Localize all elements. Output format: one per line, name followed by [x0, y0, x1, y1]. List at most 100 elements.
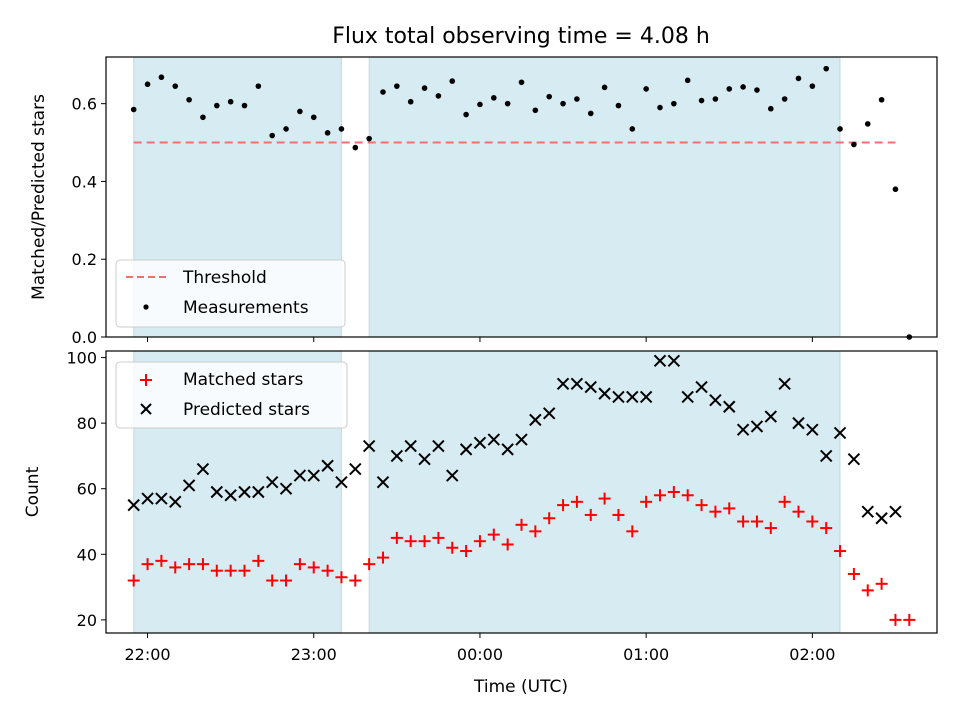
measurement-point — [144, 81, 151, 88]
predicted-star-point — [542, 407, 556, 420]
measurement-point — [768, 105, 774, 112]
predicted-star-point — [612, 390, 625, 404]
matched-star-point — [806, 515, 819, 528]
matched-star-point — [709, 505, 722, 518]
predicted-star-point — [723, 400, 736, 413]
bottom-axes-frame — [105, 350, 938, 634]
measurement-point — [726, 86, 733, 92]
predicted-star-point — [639, 390, 653, 404]
top-y-tick-label: 0.6 — [72, 95, 97, 114]
predicted-star-point — [127, 498, 140, 512]
predicted-star-point — [293, 469, 307, 482]
matched-star-point — [750, 515, 763, 528]
matched-star-point — [820, 522, 833, 535]
measurement-point — [532, 107, 539, 114]
matched-star-point — [196, 558, 209, 571]
measurement-point — [560, 100, 566, 107]
bottom-shaded-interval — [368, 350, 841, 634]
measurement-point — [394, 83, 400, 89]
measurement-point — [435, 93, 442, 99]
bottom-y-tick-label: 20 — [77, 611, 97, 630]
matched-star-point — [557, 499, 570, 512]
matched-star-point — [695, 499, 708, 512]
matched-star-point — [363, 558, 376, 571]
matched-star-point — [778, 495, 791, 508]
predicted-star-point — [459, 443, 473, 456]
measurement-point — [297, 108, 303, 115]
matched-star-point — [834, 545, 847, 558]
measurement-point — [892, 186, 899, 193]
top-legend-box — [115, 259, 346, 328]
predicted-star-point — [252, 485, 265, 499]
predicted-star-point — [141, 492, 154, 505]
top-legend: Threshold Measurements — [115, 259, 346, 328]
matched-star-point — [307, 561, 320, 574]
matched-star-point — [529, 525, 542, 538]
predicted-star-point — [529, 413, 542, 427]
bottom-panel: 20 40 60 80 100 22:00 23:00 00:00 01:00 02:00 Co… — [23, 349, 938, 697]
matched-star-point — [626, 525, 639, 538]
matched-star-point — [266, 574, 279, 587]
matched-star-point — [183, 558, 196, 571]
matched-star-point — [432, 531, 445, 544]
measurement-point — [200, 114, 206, 121]
x-tick-label: 22:00 — [124, 645, 170, 664]
predicted-star-point — [279, 482, 293, 495]
matched-star-point — [903, 613, 916, 626]
x-tick-label: 00:00 — [457, 645, 503, 664]
x-axis-label: Time (UTC) — [473, 677, 568, 697]
matched-star-point — [349, 574, 362, 587]
measurement-point — [186, 96, 192, 103]
top-x-ticks — [147, 337, 813, 342]
measurement-point — [172, 83, 179, 89]
predicted-star-point — [875, 512, 888, 525]
top-panel: 0.0 0.2 0.4 0.6 Matched/Predicted stars Thr… — [29, 56, 938, 347]
x-tick-label: 02:00 — [789, 645, 835, 664]
predicted-star-point — [238, 485, 251, 499]
top-y-tick-label: 0.0 — [72, 328, 97, 347]
top-shaded-intervals — [133, 56, 841, 338]
measurement-point — [380, 89, 386, 95]
predicted-star-point — [570, 377, 584, 390]
measurement-point — [795, 75, 802, 82]
measurement-point — [463, 111, 469, 118]
measurement-point — [518, 79, 525, 86]
top-legend-measurements-swatch — [143, 304, 149, 310]
top-y-ticks: 0.0 0.2 0.4 0.6 — [72, 95, 106, 347]
measurement-point — [754, 87, 760, 93]
matched-star-point — [654, 489, 666, 502]
measurement-point — [366, 135, 372, 142]
bottom-y-tick-label: 60 — [77, 480, 97, 499]
matched-star-point — [141, 558, 154, 571]
bottom-legend-predicted-label: Predicted stars — [183, 400, 310, 420]
measurement-point — [698, 97, 705, 104]
top-measurement-points — [130, 65, 913, 340]
matched-star-point — [875, 577, 888, 590]
predicted-star-point — [584, 380, 597, 394]
predicted-star-point — [681, 390, 694, 404]
predicted-star-point — [432, 439, 445, 453]
matched-star-point — [667, 486, 680, 498]
predicted-star-point — [473, 436, 487, 450]
predicted-star-point — [321, 459, 334, 472]
measurement-point — [352, 144, 359, 151]
measurement-point — [491, 95, 497, 101]
measurement-point — [310, 114, 317, 121]
matched-star-point — [640, 495, 653, 508]
predicted-star-point — [390, 449, 404, 463]
predicted-star-point — [349, 462, 362, 476]
matched-star-point — [792, 505, 805, 518]
matched-star-point — [293, 558, 306, 571]
measurement-point — [574, 96, 580, 102]
predicted-star-point — [709, 393, 722, 407]
bottom-legend-predicted-swatch — [140, 403, 152, 415]
measurement-point — [712, 96, 719, 102]
matched-star-point — [764, 522, 777, 535]
predicted-star-point — [750, 420, 764, 433]
bottom-legend-box — [115, 361, 348, 429]
matched-star-point — [155, 554, 168, 567]
predicted-star-point — [362, 439, 376, 453]
matched-star-point — [377, 551, 389, 564]
top-y-tick-label: 0.4 — [72, 172, 97, 191]
predicted-star-point — [847, 453, 861, 466]
